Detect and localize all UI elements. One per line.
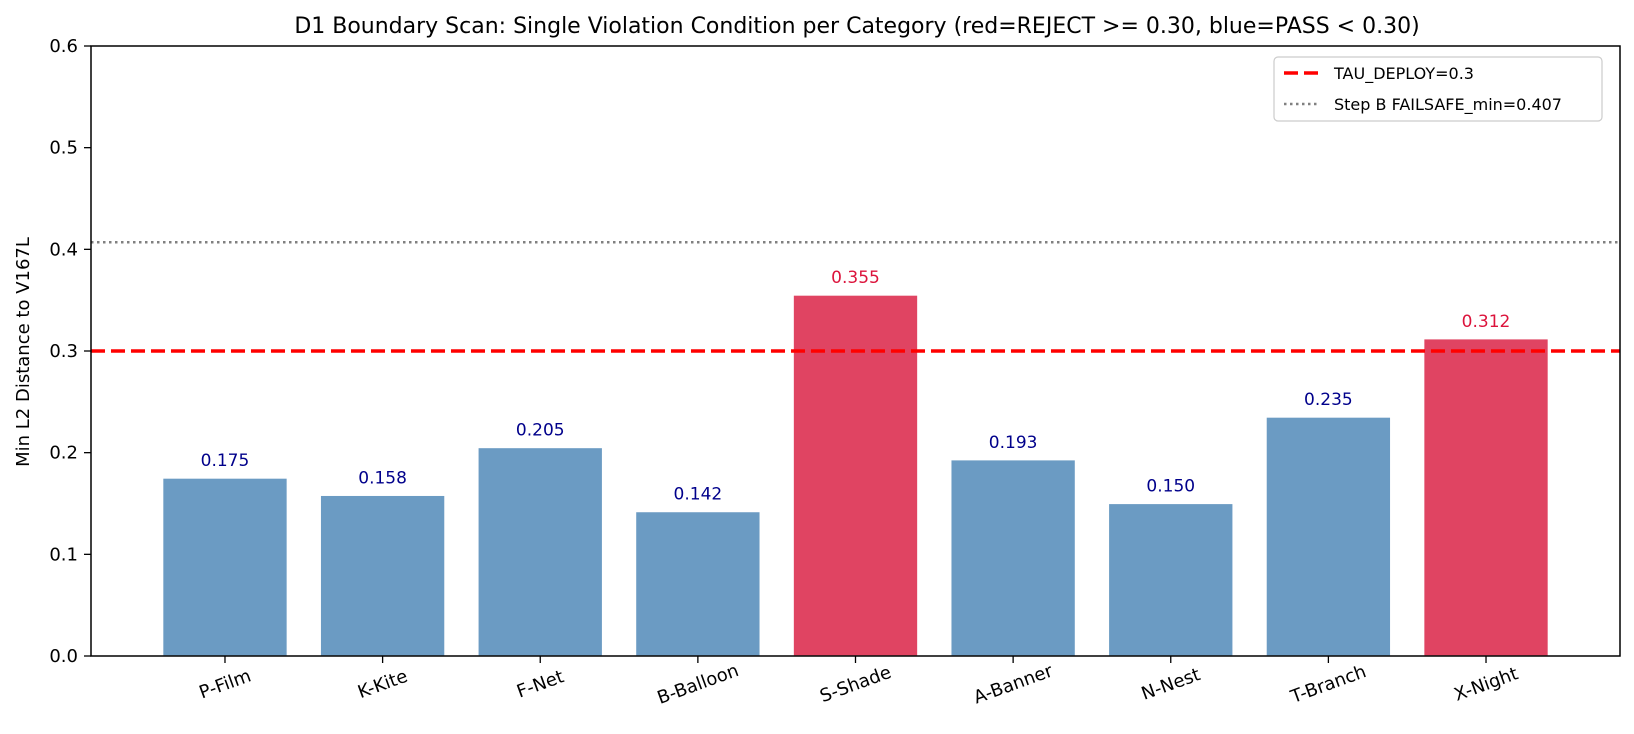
bar-value-label: 0.355 <box>831 268 880 288</box>
y-tick-label: 0.1 <box>49 544 78 565</box>
bar-a-banner <box>950 459 1076 657</box>
bar-s-shade <box>792 294 919 657</box>
y-axis-label: Min L2 Distance to V167L <box>13 237 34 467</box>
bar-value-label: 0.312 <box>1462 312 1511 332</box>
bar-value-label: 0.193 <box>989 433 1038 453</box>
chart-title: D1 Boundary Scan: Single Violation Condi… <box>294 14 1419 39</box>
y-tick-label: 0.4 <box>49 239 78 260</box>
bar-value-label: 0.158 <box>358 468 407 488</box>
x-tick-label: S-Shade <box>817 662 894 707</box>
bars-group <box>162 294 1549 657</box>
legend-entry-label: TAU_DEPLOY=0.3 <box>1333 64 1474 84</box>
bar-n-nest <box>1107 502 1234 657</box>
y-tick-label: 0.5 <box>49 138 78 159</box>
legend-box <box>1273 56 1603 122</box>
reference-lines-group <box>91 240 1620 353</box>
bar-k-kite <box>319 494 446 657</box>
x-tick-label: F-Net <box>514 666 567 702</box>
y-tick-label: 0.6 <box>49 36 78 57</box>
x-tick-label: B-Balloon <box>654 660 741 709</box>
y-tick-label: 0.3 <box>49 341 78 362</box>
bar-value-label: 0.235 <box>1304 390 1353 410</box>
bar-value-label: 0.175 <box>201 451 250 471</box>
x-tick-label: N-Nest <box>1139 664 1203 705</box>
y-tick-label: 0.0 <box>49 646 78 667</box>
legend: TAU_DEPLOY=0.3 Step B FAILSAFE_min=0.407 <box>1273 56 1603 122</box>
bar-t-branch <box>1265 416 1392 657</box>
bar-value-label: 0.150 <box>1146 477 1195 497</box>
x-tick-label: A-Banner <box>971 660 1056 708</box>
x-tick-label: K-Kite <box>355 666 410 703</box>
legend-entry-label: Step B FAILSAFE_min=0.407 <box>1334 95 1562 115</box>
bar-x-night <box>1423 338 1549 657</box>
bar-p-film <box>162 477 288 657</box>
bar-value-label: 0.142 <box>674 485 723 505</box>
x-tick-label: P-Film <box>196 665 254 703</box>
data-labels-group: 0.175 0.158 0.205 0.142 0.355 0.193 0.150 0.235… <box>201 268 1511 505</box>
bar-value-label: 0.205 <box>516 421 565 441</box>
x-tick-label: T-Branch <box>1287 661 1369 708</box>
bar-b-balloon <box>635 511 761 657</box>
y-tick-label: 0.2 <box>49 443 78 464</box>
x-tick-label: X-Night <box>1451 663 1520 705</box>
bar-f-net <box>477 446 604 657</box>
